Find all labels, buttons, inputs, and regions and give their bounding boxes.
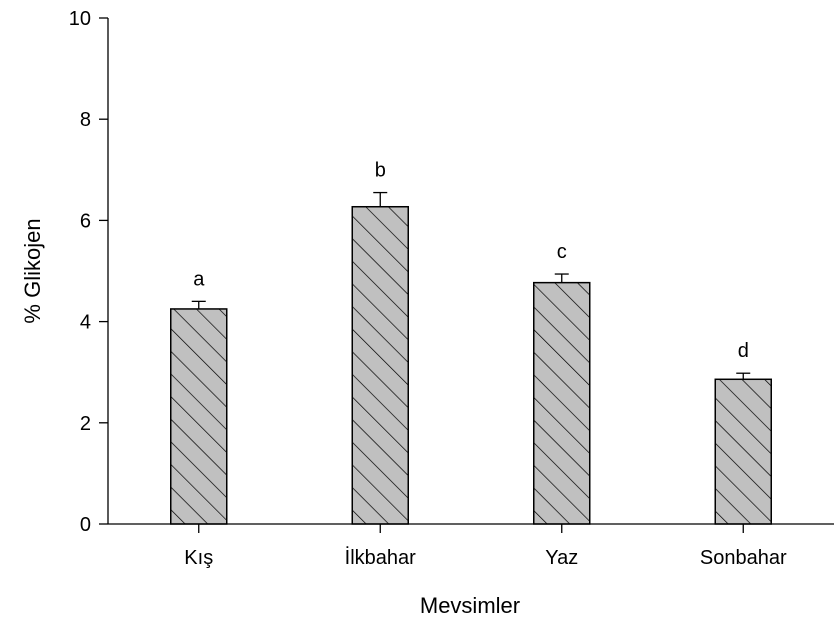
x-category-label: İlkbahar <box>345 546 416 569</box>
significance-labels-layer: a b c d <box>193 160 749 363</box>
significance-letter: c <box>557 241 567 263</box>
y-tick-label: 2 <box>80 413 91 435</box>
significance-letter: b <box>375 160 386 182</box>
x-category-label: Kış <box>184 547 213 569</box>
x-category-label: Sonbahar <box>700 547 787 569</box>
y-tick-label: 4 <box>80 312 91 334</box>
error-bars-layer <box>191 191 751 380</box>
x-category-label: Yaz <box>545 547 578 569</box>
y-tick-label: 8 <box>80 109 91 131</box>
significance-letter: a <box>193 268 205 290</box>
y-tick-label: 6 <box>80 210 91 232</box>
y-tick-label: 10 <box>69 8 91 30</box>
bar <box>170 308 228 525</box>
y-ticks-layer: 0 2 4 6 8 10 <box>69 8 108 536</box>
bar <box>533 281 591 525</box>
x-category-labels-layer: Kış İlkbahar Yaz Sonbahar <box>184 524 787 569</box>
significance-letter: d <box>738 340 749 362</box>
y-tick-label: 0 <box>80 514 91 536</box>
bar <box>351 205 409 525</box>
x-axis-title: Mevsimler <box>420 593 520 618</box>
bar <box>714 378 772 525</box>
y-axis-title: % Glikojen <box>20 218 45 323</box>
bars-layer <box>170 205 772 525</box>
